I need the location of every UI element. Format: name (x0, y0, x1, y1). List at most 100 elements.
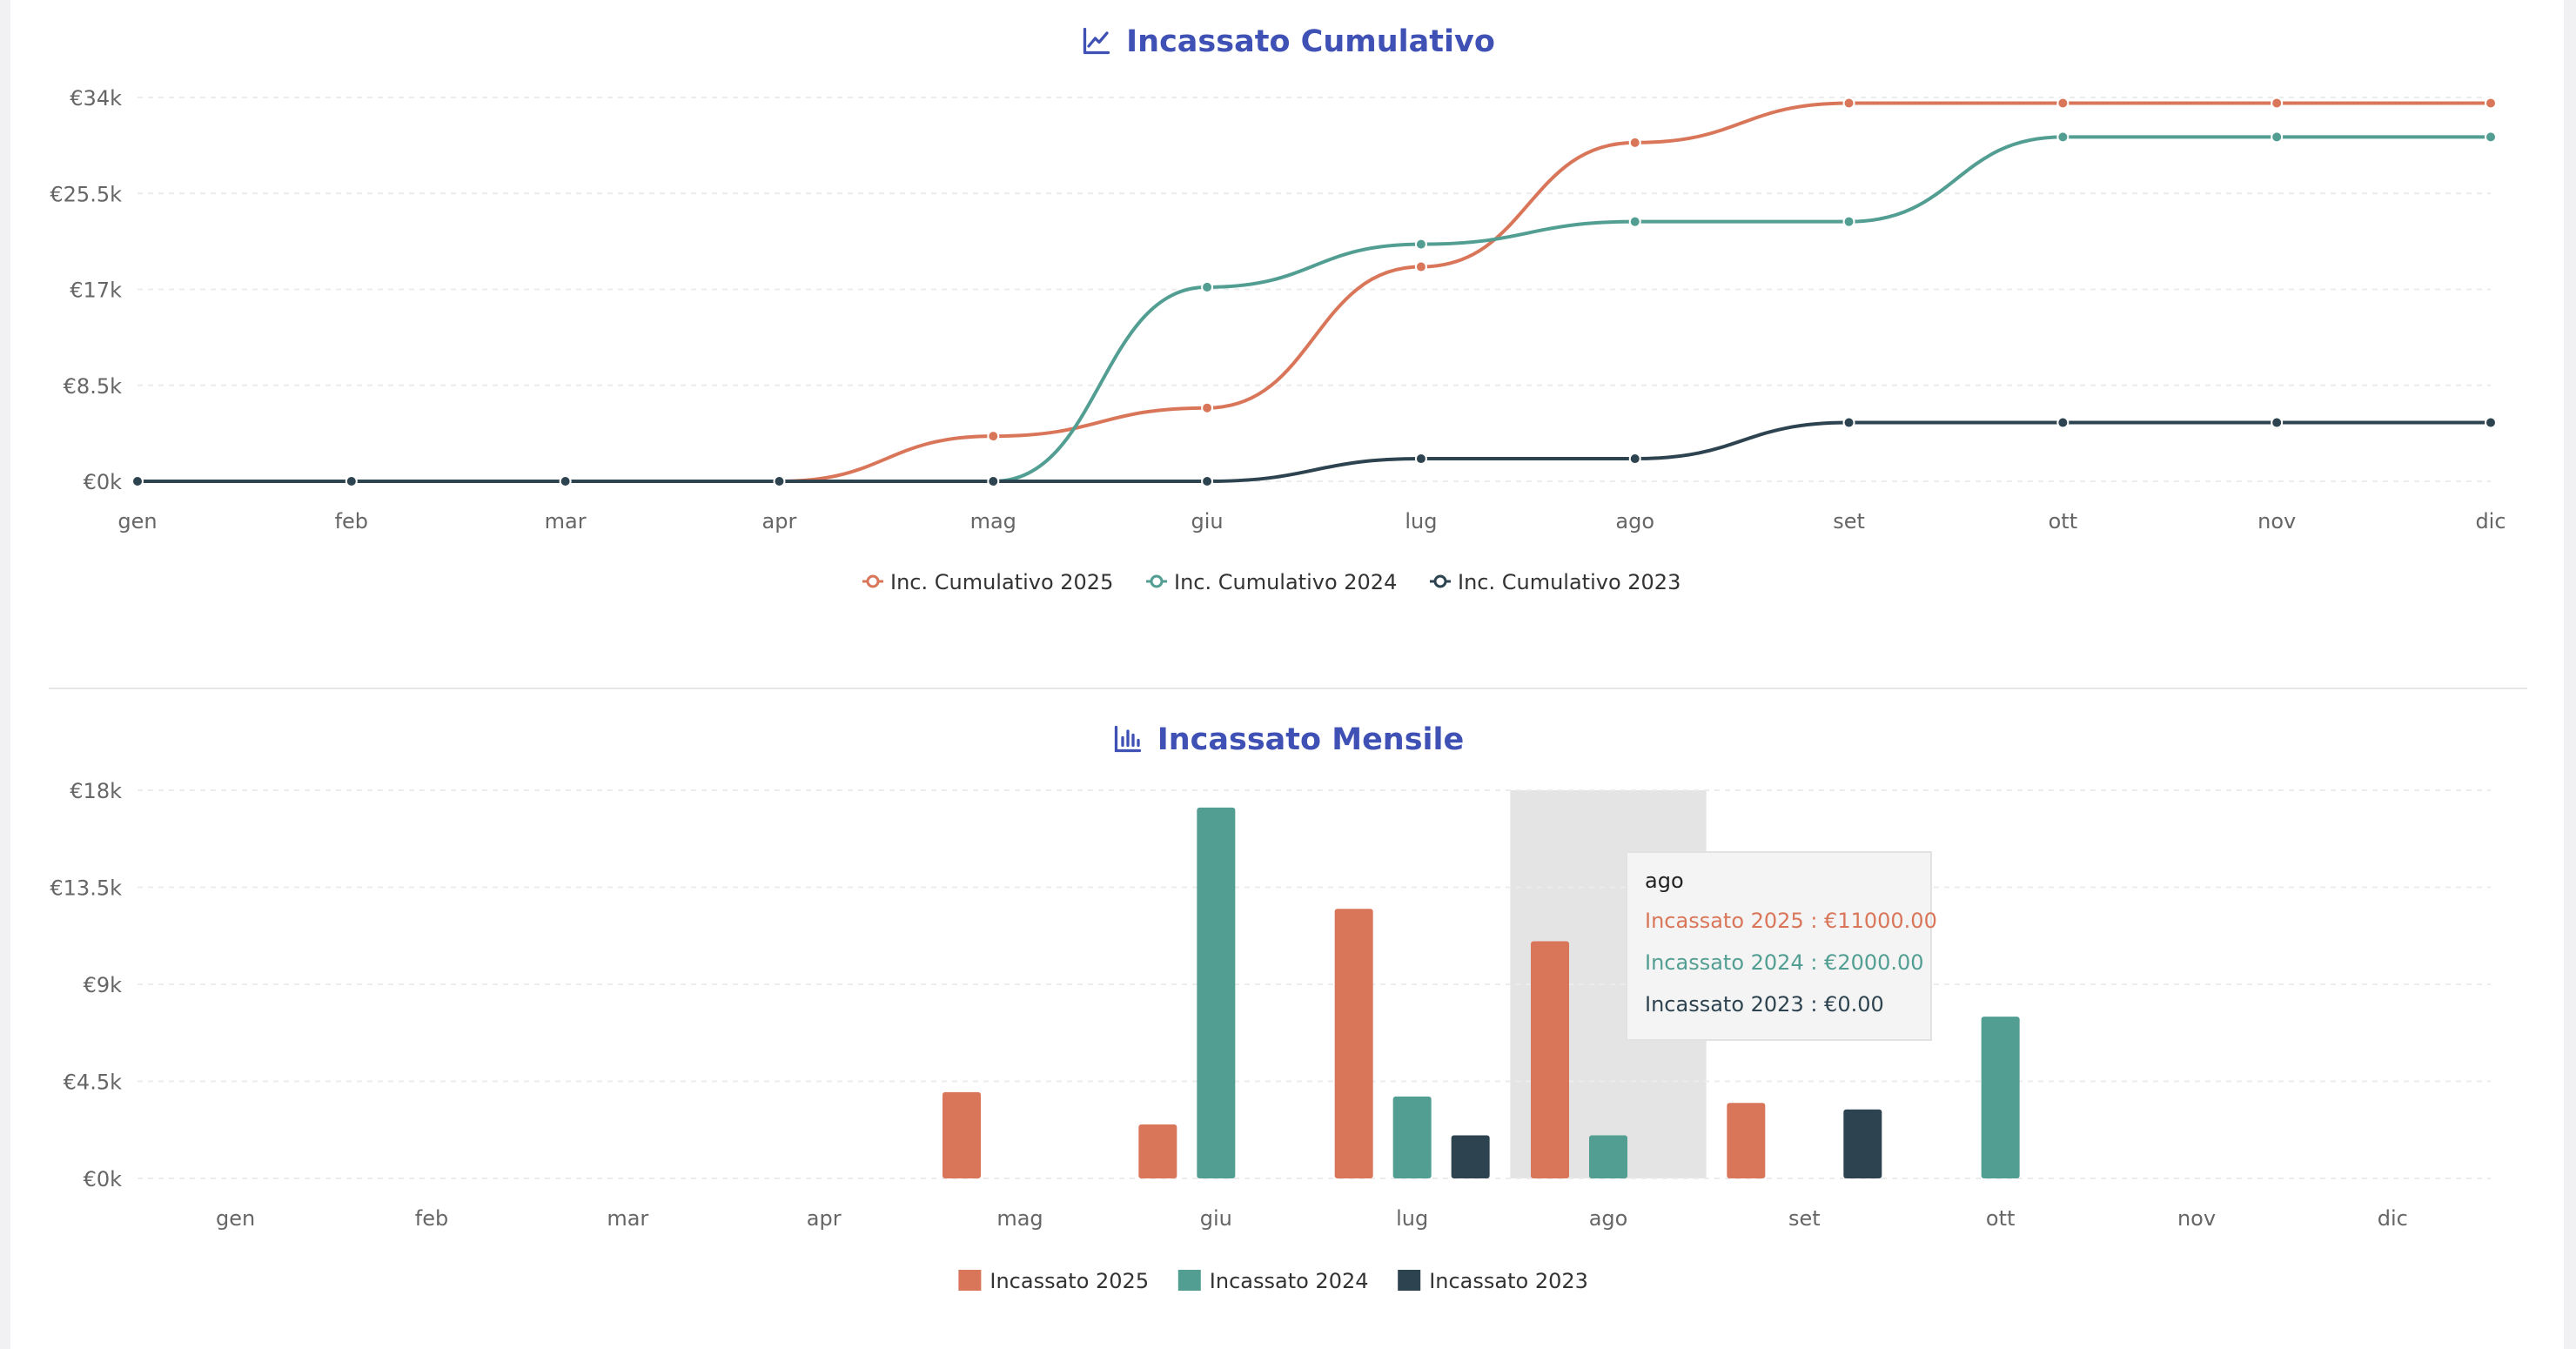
legend-label-incassato-2024: Incassato 2024 (1210, 1269, 1369, 1293)
legend-point-marker (1433, 574, 1447, 588)
x-tick-label: lug (1405, 509, 1437, 534)
data-point (1842, 416, 1855, 429)
y-tick-label: €25.5k (50, 182, 122, 206)
cumulative-line-chart: €0k €8.5k €17k €25.5k €34k gen feb mar apr mag giu… (50, 86, 2506, 594)
x-tick-label: ago (1589, 1206, 1628, 1231)
data-point (1201, 280, 1214, 293)
data-point (345, 475, 358, 487)
data-point (1842, 97, 1855, 110)
data-point (2485, 416, 2497, 429)
x-tick-label: set (1833, 509, 1865, 534)
bar-incassato-2023-set (1843, 1109, 1882, 1178)
tooltip-title: ago (1645, 869, 1684, 893)
legend-point-marker (1150, 574, 1164, 588)
cumulative-chart-title: Incassato Cumulativo (0, 24, 2576, 64)
page-frame-left (0, 0, 10, 1349)
legend-label-inc-cumulativo-2024: Inc. Cumulativo 2024 (1174, 570, 1397, 594)
x-tick-label: lug (1396, 1206, 1428, 1231)
tooltip-row-2024: Incassato 2024 : €2000.00 (1645, 950, 1924, 975)
section-divider (49, 688, 2527, 689)
data-point (2271, 97, 2284, 110)
y-tick-label: €0k (84, 470, 123, 494)
y-tick-label: €34k (70, 86, 122, 111)
cumulative-title-text: Incassato Cumulativo (1126, 24, 1495, 59)
x-tick-label: ago (1615, 509, 1654, 534)
x-tick-label: dic (2475, 509, 2506, 534)
data-point (2056, 131, 2070, 144)
legend-label-incassato-2023: Incassato 2023 (1429, 1269, 1588, 1293)
y-tick-label: €17k (70, 279, 122, 303)
y-tick-label: €8.5k (64, 374, 122, 399)
x-tick-label: mag (996, 1206, 1043, 1231)
bar-incassato-2024-lug (1392, 1096, 1432, 1178)
tooltip-row-2025: Incassato 2025 : €11000.00 (1645, 909, 1937, 933)
data-point (987, 430, 1000, 443)
data-point (2056, 416, 2070, 429)
bar-incassato-2024-giu (1197, 807, 1236, 1178)
data-point (1628, 453, 1641, 466)
monthly-title-text: Incassato Mensile (1157, 722, 1465, 757)
legend-label-incassato-2025: Incassato 2025 (989, 1269, 1149, 1293)
data-point (2485, 97, 2497, 110)
y-tick-label: €4.5k (64, 1070, 122, 1095)
x-tick-label: nov (2177, 1206, 2216, 1231)
bar-incassato-2024-ott (1981, 1017, 2020, 1178)
page-frame-right (2564, 0, 2576, 1349)
legend-label-inc-cumulativo-2025: Inc. Cumulativo 2025 (890, 570, 1113, 594)
x-tick-label: gen (216, 1206, 255, 1231)
data-point (2485, 131, 2497, 144)
data-point (1628, 215, 1641, 228)
bar-incassato-2025-lug (1334, 909, 1373, 1178)
x-tick-label: ott (1986, 1206, 2016, 1231)
data-point (1414, 453, 1427, 466)
x-tick-label: feb (415, 1206, 448, 1231)
bar-incassato-2023-lug (1451, 1135, 1490, 1178)
bar-incassato-2025-ago (1531, 941, 1569, 1178)
legend-swatch (1177, 1270, 1201, 1291)
data-point (1414, 260, 1427, 273)
data-point (1628, 136, 1641, 149)
data-point (2271, 131, 2284, 144)
data-point (1201, 475, 1214, 487)
x-tick-label: nov (2257, 509, 2296, 534)
y-tick-label: €0k (84, 1167, 123, 1191)
y-tick-label: €13.5k (50, 876, 122, 901)
series-line-inc-cumulativo-2025 (138, 101, 2491, 483)
bar-incassato-2025-giu (1138, 1124, 1177, 1178)
data-point (1414, 238, 1427, 251)
x-tick-label: ott (2049, 509, 2078, 534)
monthly-chart-title: Incassato Mensile (0, 722, 2576, 762)
data-point (2056, 97, 2070, 110)
x-tick-label: apr (762, 509, 797, 534)
data-point (131, 475, 144, 487)
x-tick-label: mag (970, 509, 1016, 534)
x-tick-label: set (1788, 1206, 1821, 1231)
tooltip-row-2023: Incassato 2023 : €0.00 (1645, 992, 1884, 1017)
x-tick-label: giu (1191, 509, 1224, 534)
data-point (1842, 215, 1855, 228)
y-tick-label: €18k (70, 779, 122, 803)
line-chart-icon (1081, 25, 1112, 64)
x-tick-label: dic (2378, 1206, 2408, 1231)
legend-point-marker (866, 574, 880, 588)
data-point (773, 475, 786, 487)
data-point (1201, 401, 1214, 414)
legend-swatch (1398, 1270, 1421, 1291)
legend-swatch (958, 1270, 982, 1291)
bar-incassato-2024-ago (1589, 1135, 1627, 1178)
data-point (2271, 416, 2284, 429)
x-tick-label: mar (545, 509, 587, 534)
x-tick-label: mar (607, 1206, 648, 1231)
x-tick-label: gen (117, 509, 157, 534)
bar-incassato-2025-set (1727, 1103, 1766, 1178)
x-tick-label: apr (807, 1206, 842, 1231)
legend-label-inc-cumulativo-2023: Inc. Cumulativo 2023 (1458, 570, 1680, 594)
bar-incassato-2025-mag (943, 1091, 981, 1178)
data-point (987, 475, 1000, 487)
bar-chart-icon (1112, 723, 1144, 762)
series-line-inc-cumulativo-2024 (138, 135, 2491, 483)
data-point (559, 475, 572, 487)
monthly-bar-chart: €0k €4.5k €9k €13.5k €18k gen feb mar apr mag giu l… (50, 779, 2491, 1293)
chart-tooltip: ago Incassato 2025 : €11000.00 Incassato… (1626, 851, 1937, 1041)
x-tick-label: feb (335, 509, 368, 534)
